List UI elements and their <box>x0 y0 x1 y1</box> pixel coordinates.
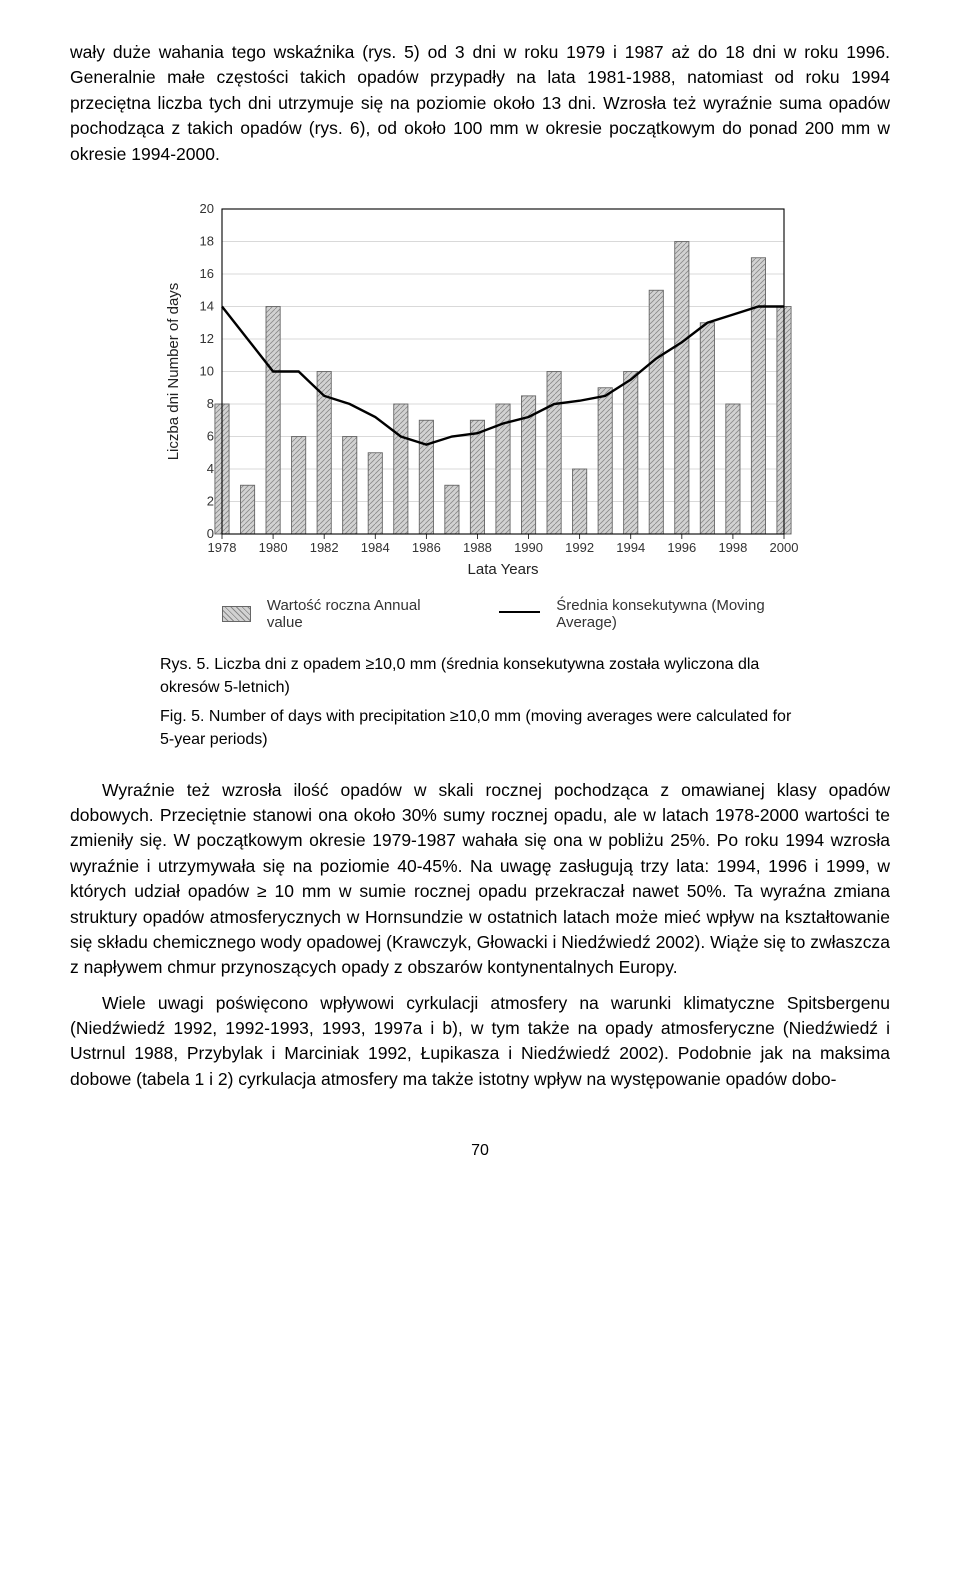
svg-text:1988: 1988 <box>463 540 492 555</box>
svg-text:18: 18 <box>200 233 214 248</box>
svg-text:20: 20 <box>200 201 214 216</box>
figure-5: 0 2 4 6 8 10 12 14 16 18 20 1978 1980 1982 1984 1986 198… <box>160 199 800 752</box>
svg-text:0: 0 <box>207 526 214 541</box>
figure-caption-en: Fig. 5. Number of days with precipitatio… <box>160 705 800 751</box>
svg-text:1978: 1978 <box>208 540 237 555</box>
svg-text:1992: 1992 <box>565 540 594 555</box>
paragraph-3: Wiele uwagi poświęcono wpływowi cyrkulac… <box>70 991 890 1093</box>
svg-text:8: 8 <box>207 396 214 411</box>
paragraph-1: wały duże wahania tego wskaźnika (rys. 5… <box>70 40 890 167</box>
svg-text:2: 2 <box>207 493 214 508</box>
page: wały duże wahania tego wskaźnika (rys. 5… <box>0 0 960 1190</box>
svg-text:14: 14 <box>200 298 214 313</box>
legend-label-line: Średnia konsekutywna (Moving Average) <box>556 597 800 631</box>
legend-swatch-bar <box>222 606 251 622</box>
svg-text:1982: 1982 <box>310 540 339 555</box>
chart-container: 0 2 4 6 8 10 12 14 16 18 20 1978 1980 1982 1984 1986 198… <box>160 199 800 589</box>
svg-text:6: 6 <box>207 428 214 443</box>
svg-text:1990: 1990 <box>514 540 543 555</box>
svg-text:Liczba dni Number of days: Liczba dni Number of days <box>165 283 182 461</box>
legend-swatch-line <box>499 611 540 613</box>
legend-label-bar: Wartość roczna Annual value <box>267 597 440 631</box>
svg-text:12: 12 <box>200 331 214 346</box>
svg-text:1996: 1996 <box>667 540 696 555</box>
svg-text:1998: 1998 <box>718 540 747 555</box>
figure-caption-pl: Rys. 5. Liczba dni z opadem ≥10,0 mm (śr… <box>160 653 800 699</box>
paragraph-2: Wyraźnie też wzrosła ilość opadów w skal… <box>70 778 890 981</box>
chart-legend: Wartość roczna Annual value Średnia kons… <box>160 597 800 631</box>
svg-text:2000: 2000 <box>770 540 799 555</box>
svg-text:10: 10 <box>200 363 214 378</box>
svg-text:4: 4 <box>207 461 214 476</box>
svg-text:1994: 1994 <box>616 540 645 555</box>
svg-text:1986: 1986 <box>412 540 441 555</box>
page-number: 70 <box>70 1142 890 1160</box>
svg-text:1984: 1984 <box>361 540 390 555</box>
svg-text:16: 16 <box>200 266 214 281</box>
chart-svg: 0 2 4 6 8 10 12 14 16 18 20 1978 1980 1982 1984 1986 198… <box>160 199 800 589</box>
svg-text:1980: 1980 <box>259 540 288 555</box>
svg-text:Lata Years: Lata Years <box>468 561 539 578</box>
